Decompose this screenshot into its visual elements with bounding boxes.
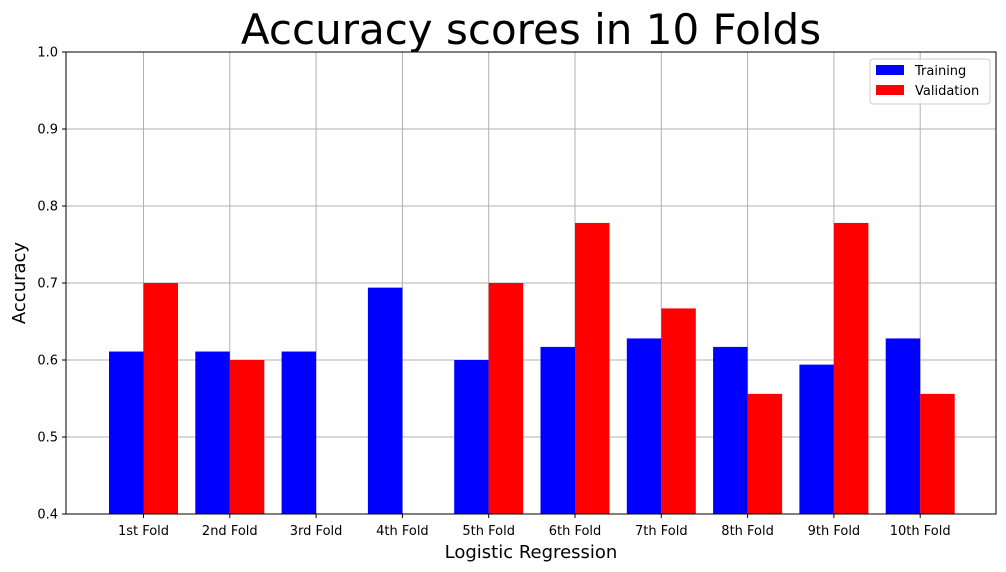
bar-training [799, 364, 834, 514]
bar-validation [143, 283, 178, 514]
legend-label-validation: Validation [915, 84, 979, 99]
y-tick-label: 0.7 [37, 277, 58, 292]
legend-swatch-validation [876, 85, 904, 95]
y-tick-label: 0.8 [37, 200, 58, 215]
bar-training [626, 338, 662, 514]
ticks: 0.4 0.5 0.6 0.7 0.8 0.9 1.0 1st Fold 2nd Fold 3rd… [37, 46, 950, 540]
x-tick-label: 3rd Fold [290, 524, 343, 539]
bar-validation [488, 283, 524, 514]
y-tick-label: 0.6 [37, 354, 58, 369]
x-axis-title: Logistic Regression [445, 542, 618, 563]
x-tick-label: 4th Fold [376, 524, 429, 539]
bar-training [367, 287, 403, 514]
bar-validation [833, 222, 869, 514]
x-tick-label: 2nd Fold [202, 524, 258, 539]
bar-training [885, 338, 921, 514]
y-tick-label: 0.5 [37, 431, 58, 446]
bar-training [281, 351, 317, 514]
bar-validation [920, 393, 955, 514]
bar-validation [575, 222, 610, 514]
bar-training [540, 346, 575, 514]
y-tick-label: 1.0 [37, 46, 58, 61]
legend-label-training: Training [914, 64, 966, 79]
y-tick-label: 0.4 [37, 508, 58, 523]
bar-training [454, 360, 489, 514]
x-tick-label: 9th Fold [808, 524, 861, 539]
x-tick-label: 1st Fold [118, 524, 169, 539]
x-tick-label: 10th Fold [890, 524, 951, 539]
bar-validation [747, 393, 783, 514]
y-axis-title: Accuracy [9, 242, 30, 325]
y-tick-label: 0.9 [37, 123, 58, 138]
legend: Training Validation [869, 58, 991, 105]
bar-training [195, 351, 230, 514]
legend-swatch-training [876, 65, 904, 75]
bars [109, 222, 955, 514]
x-tick-label: 8th Fold [721, 524, 774, 539]
bar-training [109, 351, 144, 514]
chart-title: Accuracy scores in 10 Folds [241, 5, 821, 54]
x-tick-label: 7th Fold [635, 524, 688, 539]
bar-validation [229, 360, 265, 514]
x-tick-label: 6th Fold [549, 524, 602, 539]
bar-training [713, 346, 748, 514]
x-tick-label: 5th Fold [462, 524, 515, 539]
bar-validation [661, 308, 696, 514]
